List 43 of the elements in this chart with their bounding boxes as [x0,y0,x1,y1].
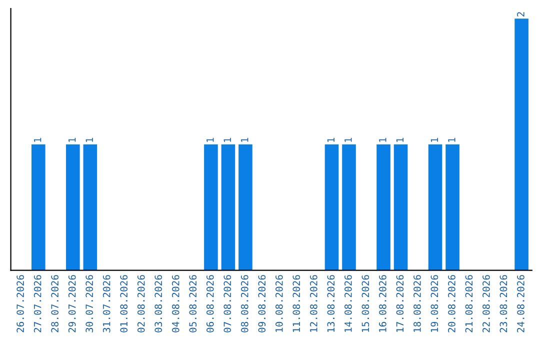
x-tick-label: 23.08.2026 [500,275,508,332]
data-label: 1 [34,138,42,142]
x-tick-label: 24.08.2026 [517,275,524,332]
x-tick-label: 03.08.2026 [154,275,162,332]
x-tick-label: 09.08.2026 [258,275,266,332]
x-tick-label: 29.07.2026 [68,275,76,332]
x-tick-label: 06.08.2026 [206,275,214,332]
data-label: 1 [224,138,231,142]
x-tick-label: 26.07.2026 [16,275,24,332]
x-tick-label: 02.08.2026 [137,275,145,332]
x-tick-label: 17.08.2026 [396,275,404,332]
data-label: 1 [241,138,248,142]
x-tick-label: 10.08.2026 [275,275,283,332]
data-label: 1 [327,138,334,142]
x-tick-label: 13.08.2026 [327,275,335,332]
x-tick-label: 11.08.2026 [292,275,300,332]
x-tick-label: 15.08.2026 [362,275,370,332]
x-tick-label: 12.08.2026 [310,275,318,332]
data-label: 1 [206,138,214,142]
x-tick-label: 08.08.2026 [240,275,248,332]
x-tick-label: 30.07.2026 [86,275,94,332]
x-tick-label: 18.08.2026 [414,275,421,332]
data-label: 1 [396,138,404,142]
x-tick-label: 14.08.2026 [344,275,352,332]
x-tick-label: 20.08.2026 [448,275,456,332]
data-label: 1 [448,138,456,142]
data-label: 1 [430,138,438,142]
x-tick-label: 31.07.2026 [102,275,110,332]
data-label: 1 [86,138,93,142]
x-tick-label: 05.08.2026 [189,275,197,332]
x-tick-label: 22.08.2026 [482,275,490,332]
x-tick-label: 19.08.2026 [430,275,438,332]
data-label: 1 [379,138,386,142]
x-tick-label: 04.08.2026 [172,275,180,332]
x-tick-label: 21.08.2026 [465,275,473,332]
x-tick-label: 07.08.2026 [224,275,232,332]
x-tick-label: 27.07.2026 [34,275,42,332]
x-tick-label: 16.08.2026 [379,275,386,332]
x-tick-label: 28.07.2026 [51,275,59,332]
data-label: 2 [517,12,524,16]
x-tick-label: 01.08.2026 [120,275,128,332]
data-label: 1 [68,138,76,142]
data-label: 1 [344,138,352,142]
